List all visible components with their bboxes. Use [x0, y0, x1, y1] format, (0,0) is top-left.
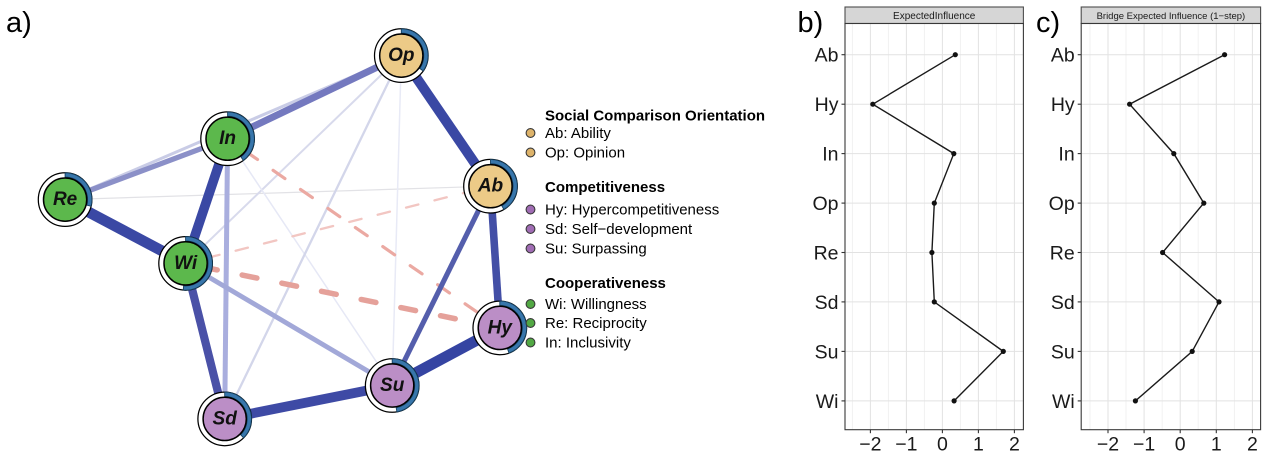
svg-text:Wi: Wi [174, 253, 198, 274]
svg-text:ExpectedInfluence: ExpectedInfluence [893, 11, 976, 22]
svg-text:Op: Op [1049, 193, 1075, 215]
svg-text:Re: Re [814, 242, 839, 264]
svg-text:Ab: Ab [477, 176, 504, 197]
svg-text:−1: −1 [895, 433, 917, 455]
svg-text:−2: −2 [859, 433, 881, 455]
svg-text:b): b) [798, 7, 824, 39]
svg-text:2: 2 [1009, 433, 1020, 455]
svg-text:Sd: Sd [1051, 292, 1075, 314]
svg-text:Su: Su [1051, 341, 1075, 363]
svg-text:0: 0 [937, 433, 948, 455]
svg-text:2: 2 [1247, 433, 1258, 455]
svg-text:Re: Re [53, 189, 78, 210]
svg-text:−2: −2 [1097, 433, 1119, 455]
svg-text:Wi: Wi [816, 391, 839, 413]
svg-text:1: 1 [1211, 433, 1222, 455]
svg-text:Ab: Ability: Ab: Ability [545, 125, 611, 142]
svg-text:Op: Op [388, 45, 414, 66]
svg-text:Competitiveness: Competitiveness [545, 179, 665, 196]
svg-text:−1: −1 [1133, 433, 1155, 455]
svg-text:Wi: Wi [1052, 391, 1075, 413]
svg-text:Hy: Hy [488, 317, 514, 338]
svg-text:Social Comparison Orientation: Social Comparison Orientation [545, 108, 765, 125]
svg-text:0: 0 [1175, 433, 1186, 455]
svg-text:Sd: Self−development: Sd: Self−development [545, 221, 693, 238]
svg-text:Su: Surpassing: Su: Surpassing [545, 241, 647, 258]
svg-text:1: 1 [973, 433, 984, 455]
svg-text:Op: Op [812, 193, 838, 215]
svg-text:Sd: Sd [815, 292, 839, 314]
svg-text:a): a) [6, 7, 32, 39]
svg-text:Ab: Ab [1051, 45, 1075, 67]
svg-text:Re: Reciprocity: Re: Reciprocity [545, 315, 647, 332]
svg-text:In: In [822, 144, 838, 166]
svg-text:c): c) [1036, 7, 1060, 39]
svg-text:In: In [219, 128, 236, 149]
svg-text:Hy: Hy [1051, 94, 1075, 116]
svg-text:In: Inclusivity: In: Inclusivity [545, 335, 631, 352]
svg-text:In: In [1058, 144, 1074, 166]
svg-text:Hy: Hypercompetitiveness: Hy: Hypercompetitiveness [545, 202, 719, 219]
svg-text:Su: Su [815, 341, 839, 363]
svg-text:Ab: Ab [815, 45, 839, 67]
svg-text:Wi: Willingness: Wi: Willingness [545, 296, 647, 313]
svg-text:Bridge Expected Influence (1−s: Bridge Expected Influence (1−step) [1097, 11, 1246, 22]
svg-text:Su: Su [380, 375, 405, 396]
svg-text:Op: Opinion: Op: Opinion [545, 145, 625, 162]
svg-text:Re: Re [1050, 242, 1075, 264]
svg-text:Hy: Hy [815, 94, 839, 116]
svg-text:Sd: Sd [213, 408, 238, 429]
svg-text:Cooperativeness: Cooperativeness [545, 275, 666, 292]
